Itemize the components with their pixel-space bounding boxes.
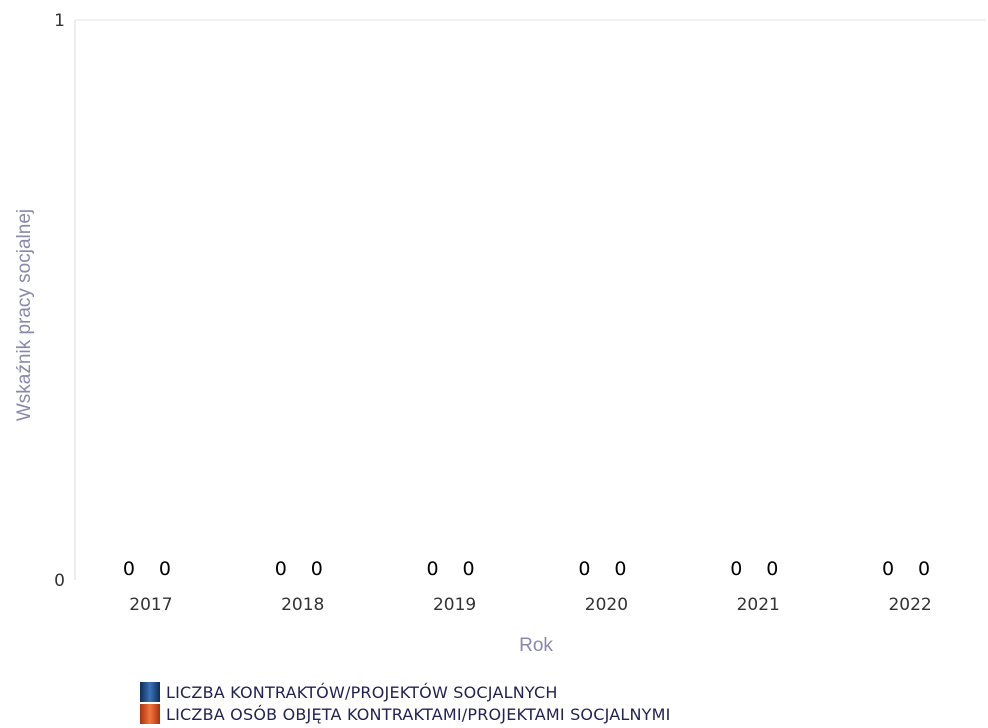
x-axis-title: Rok [519,635,553,656]
data-label: 0 [427,558,439,580]
data-label: 0 [159,558,171,580]
x-tick-label: 2020 [585,595,628,615]
y-tick-label-min: 0 [54,571,65,591]
legend-item-persons[interactable]: LICZBA OSÓB OBJĘTA KONTRAKTAMI/PROJEKTAM… [140,703,671,725]
x-tick-label: 2017 [129,595,172,615]
legend: LICZBA KONTRAKTÓW/PROJEKTÓW SOCJALNYCH L… [140,681,671,725]
data-label: 0 [766,558,778,580]
legend-swatch-contracts [140,682,160,702]
plot-area [74,19,986,580]
data-label: 0 [918,558,930,580]
legend-swatch-persons [140,704,160,724]
x-tick-label: 2018 [281,595,324,615]
y-axis-title: Wskaźnik pracy socjalnej [14,209,35,421]
data-label: 0 [311,558,323,580]
legend-label-contracts: LICZBA KONTRAKTÓW/PROJEKTÓW SOCJALNYCH [166,682,558,702]
y-tick-label-max: 1 [54,11,65,31]
data-label: 0 [123,558,135,580]
legend-label-persons: LICZBA OSÓB OBJĘTA KONTRAKTAMI/PROJEKTAM… [166,704,671,724]
data-label: 0 [578,558,590,580]
data-label: 0 [882,558,894,580]
x-tick-labels-group: 2017 2018 2019 2020 2021 2022 [129,595,931,615]
data-label: 0 [463,558,475,580]
legend-item-contracts[interactable]: LICZBA KONTRAKTÓW/PROJEKTÓW SOCJALNYCH [140,681,671,703]
data-label: 0 [275,558,287,580]
data-label: 0 [614,558,626,580]
data-label: 0 [730,558,742,580]
x-tick-label: 2021 [737,595,780,615]
data-labels-group: 0 0 0 0 0 0 0 0 0 0 0 0 [123,558,930,580]
x-tick-label: 2022 [888,595,931,615]
x-tick-label: 2019 [433,595,476,615]
